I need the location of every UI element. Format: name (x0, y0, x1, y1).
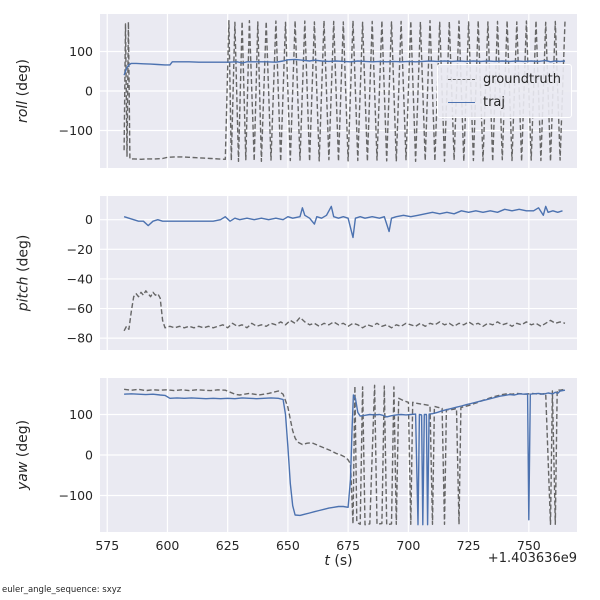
pitch-ytick-label: −20 (67, 242, 93, 257)
legend-item-traj: traj (447, 95, 561, 110)
pitch-groundtruth-line (123, 290, 566, 332)
yaw-groundtruth-line (124, 384, 566, 526)
legend-item-groundtruth: groundtruth (447, 72, 561, 87)
xtick-label: 600 (156, 538, 180, 553)
tick-labels: −100 0 100 575 600 625 650 675 700 725 750 (59, 407, 541, 553)
roll-axis-label-var: roll (15, 100, 31, 123)
yaw-axis-label: yaw (deg) (0, 378, 46, 532)
x-axis-label-var: t (324, 553, 330, 569)
xtick-label: 750 (517, 538, 541, 553)
gridlines (100, 196, 577, 350)
legend-label-traj: traj (482, 95, 506, 110)
roll-plot-area: −100 0 100 groundtruth traj (59, 14, 577, 168)
yaw-subplot: yaw (deg) −100 0 100 575 600 625 650 675 700 725 7… (0, 378, 600, 553)
roll-groundtruth-line (123, 20, 566, 162)
yaw-axis-label-unit: (deg) (15, 419, 31, 462)
groundtruth-line-sample-icon (447, 79, 475, 80)
roll-ytick-label: 100 (69, 44, 93, 59)
xtick-label: 725 (457, 538, 481, 553)
tick-labels: 0 −20 −40 −60 −80 (67, 212, 93, 345)
tick-labels: −100 0 100 (59, 44, 93, 138)
xtick-label: 700 (396, 538, 420, 553)
xtick-label: 625 (216, 538, 240, 553)
yaw-ytick-label: 100 (69, 407, 93, 422)
pitch-traj-line (123, 205, 563, 239)
pitch-ytick-label: −60 (67, 301, 93, 316)
traj-line-sample-icon (447, 102, 475, 103)
yaw-ytick-label: −100 (59, 488, 93, 503)
pitch-ytick-label: −80 (67, 331, 93, 346)
xtick-label: 650 (276, 538, 300, 553)
yaw-traj-line (124, 389, 566, 526)
pitch-ytick-label: 0 (85, 212, 93, 227)
roll-subplot: roll (deg) −100 0 100 groundtruth traj (0, 14, 600, 168)
pitch-ytick-label: −40 (67, 271, 93, 286)
pitch-axis-label-unit: (deg) (15, 234, 32, 277)
pitch-plot-area: 0 −20 −40 −60 −80 (67, 196, 577, 350)
xtick-label: 675 (336, 538, 360, 553)
pitch-axis-label-var: pitch (15, 276, 32, 312)
euler-sequence-note: euler_angle_sequence: sxyz (2, 585, 122, 595)
gridlines (100, 378, 577, 532)
legend-label-groundtruth: groundtruth (482, 72, 561, 87)
roll-axis-label-unit: (deg) (15, 59, 31, 101)
roll-ytick-label: 0 (85, 84, 93, 99)
roll-traj-line (123, 58, 566, 76)
x-axis-label-unit: (s) (329, 553, 353, 569)
xtick-label: 575 (95, 538, 119, 553)
yaw-ytick-label: 0 (85, 448, 93, 463)
yaw-axis-label-var: yaw (15, 461, 31, 491)
pitch-chart-svg: 0 −20 −40 −60 −80 (67, 196, 577, 350)
yaw-chart-svg: −100 0 100 575 600 625 650 675 700 725 750 (59, 378, 577, 553)
roll-ytick-label: −100 (59, 123, 93, 138)
x-axis-offset-text: +1.403636e9 (487, 551, 577, 566)
yaw-plot-area: −100 0 100 575 600 625 650 675 700 725 750 (59, 378, 577, 553)
x-axis-label: t (s) (100, 553, 577, 569)
pitch-subplot: pitch (deg) 0 −20 −40 −60 −80 (0, 196, 600, 350)
pitch-axis-label: pitch (deg) (0, 196, 46, 350)
legend: groundtruth traj (436, 64, 572, 118)
roll-axis-label: roll (deg) (0, 14, 46, 168)
